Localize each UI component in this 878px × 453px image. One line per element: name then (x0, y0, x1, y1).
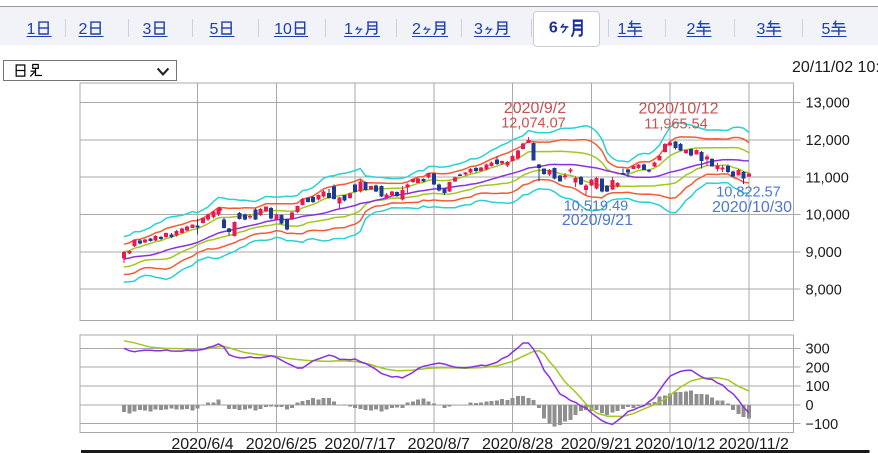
svg-text:10,822.57: 10,822.57 (716, 185, 781, 201)
svg-text:0: 0 (806, 398, 814, 414)
svg-text:12,000: 12,000 (806, 133, 850, 149)
svg-text:300: 300 (806, 342, 830, 358)
svg-text:2020/8/7: 2020/8/7 (408, 436, 470, 453)
svg-text:2020/10/12: 2020/10/12 (638, 101, 718, 118)
svg-text:8,000: 8,000 (806, 282, 842, 298)
svg-text:2020/7/17: 2020/7/17 (324, 436, 395, 453)
svg-text:9,000: 9,000 (806, 245, 842, 261)
svg-text:2020/11/2: 2020/11/2 (719, 436, 789, 453)
svg-text:2020/9/21: 2020/9/21 (561, 436, 632, 453)
svg-text:10,000: 10,000 (806, 208, 850, 224)
svg-text:2020/6/25: 2020/6/25 (246, 436, 317, 453)
svg-text:11,965.54: 11,965.54 (644, 117, 707, 133)
svg-text:2020/9/21: 2020/9/21 (562, 212, 633, 229)
svg-text:2020/10/30: 2020/10/30 (712, 199, 792, 216)
svg-text:100: 100 (806, 379, 830, 395)
svg-text:13,000: 13,000 (806, 96, 850, 112)
svg-text:2020/9/2: 2020/9/2 (504, 100, 566, 117)
svg-text:200: 200 (806, 360, 830, 376)
svg-text:10,519.49: 10,519.49 (564, 199, 629, 215)
svg-text:2020/10/12: 2020/10/12 (635, 436, 715, 453)
svg-text:2020/6/4: 2020/6/4 (171, 436, 233, 453)
svg-text:−100: −100 (806, 417, 839, 433)
svg-text:2020/8/28: 2020/8/28 (482, 436, 553, 453)
svg-text:12,074.07: 12,074.07 (501, 116, 566, 132)
svg-text:11,000: 11,000 (806, 170, 849, 186)
